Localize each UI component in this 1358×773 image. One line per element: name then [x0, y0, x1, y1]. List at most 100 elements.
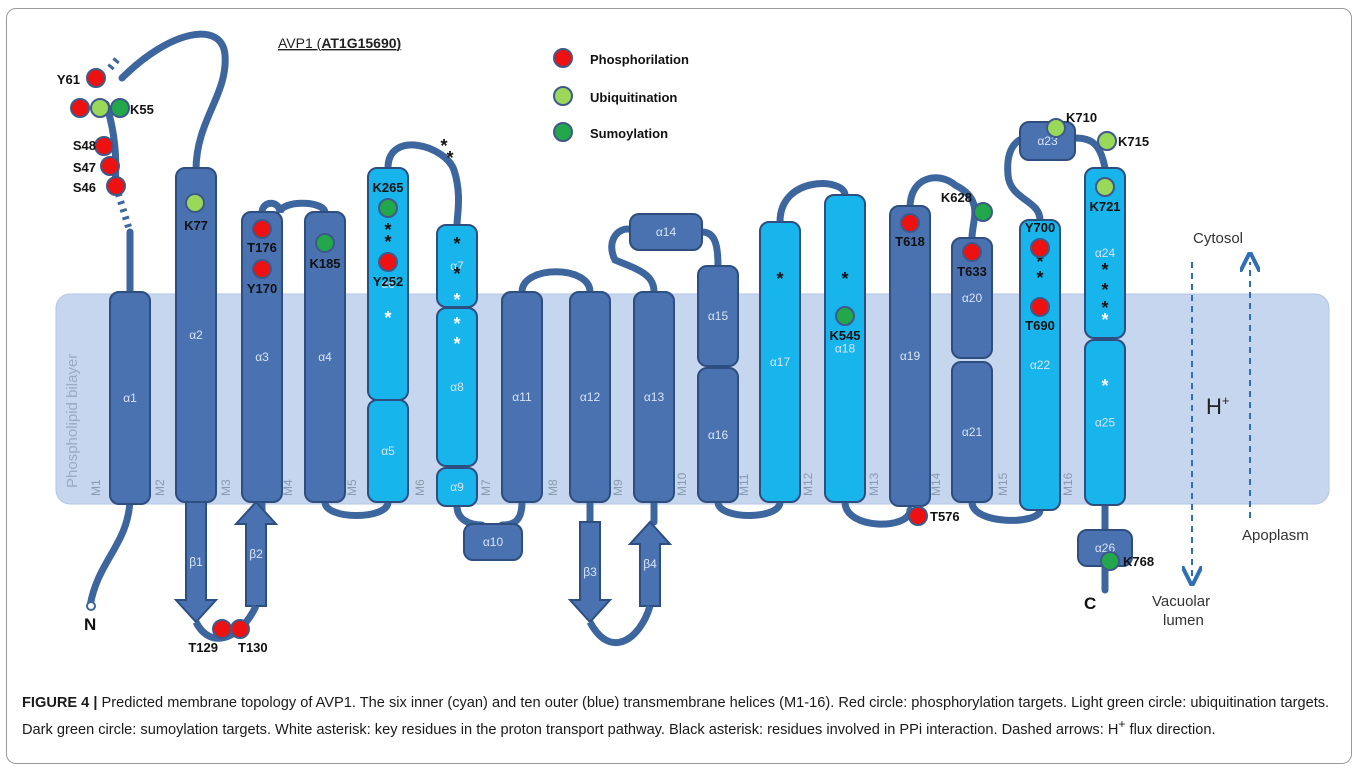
helix-label-15: α15 — [708, 309, 729, 323]
helix-label-14: α14 — [656, 225, 677, 239]
tm-label-4: M4 — [281, 479, 295, 496]
helix-label-5: α5 — [381, 444, 395, 458]
asterisk-15: * — [1036, 268, 1043, 288]
helix-label-17: α17 — [770, 355, 791, 369]
residue-label-t130: T130 — [238, 640, 268, 655]
helix-label-24: α24 — [1095, 246, 1116, 260]
tm-label-6: M6 — [413, 479, 427, 496]
residue-label-y61: Y61 — [57, 72, 80, 87]
helix-label-18: α18 — [835, 342, 856, 356]
helix-label-13: α13 — [644, 390, 665, 404]
helix-label-25: α25 — [1095, 416, 1116, 430]
asterisk-14: * — [1036, 252, 1043, 272]
residue-label-y170: Y170 — [247, 281, 277, 296]
residue-label-s47: S47 — [73, 160, 96, 175]
residue-dot-1 — [86, 68, 106, 88]
proton-label: H+ — [1206, 393, 1229, 419]
helix-label-23: α23 — [1037, 134, 1058, 148]
lumen-label: lumen — [1163, 612, 1204, 629]
residue-dot-12 — [378, 198, 398, 218]
helix-21 — [951, 361, 993, 503]
tm-label-14: M14 — [929, 472, 943, 496]
legend-sumoylation-label: Sumoylation — [590, 126, 668, 141]
residue-dot-14 — [212, 619, 232, 639]
asterisk-7: * — [453, 290, 460, 310]
asterisk-20: * — [1101, 376, 1108, 396]
helix-label-10: α10 — [483, 535, 504, 549]
helix-13 — [633, 291, 675, 503]
residue-dot-26 — [835, 306, 855, 326]
caption-text-end: flux direction. — [1125, 721, 1216, 738]
apoplasm-label: Apoplasm — [1242, 527, 1309, 544]
beta-strand-1 — [173, 501, 219, 624]
protein-title: AVP1 (AT1G15690) — [278, 35, 401, 51]
tm-label-9: M9 — [611, 479, 625, 496]
residue-dot-16 — [973, 202, 993, 222]
residue-label-t633: T633 — [957, 264, 987, 279]
residue-dot-18 — [962, 242, 982, 262]
helix-label-1: α1 — [123, 391, 137, 405]
residue-dot-11 — [315, 233, 335, 253]
asterisk-5: * — [453, 234, 460, 254]
residue-label-k185: K185 — [309, 256, 340, 271]
tm-label-3: M3 — [219, 479, 233, 496]
residue-label-k545: K545 — [829, 328, 860, 343]
tm-label-7: M7 — [479, 479, 493, 496]
residue-label-t618: T618 — [895, 234, 925, 249]
residue-dot-20 — [1030, 238, 1050, 258]
residue-label-s48: S48 — [73, 138, 96, 153]
helix-label-8: α8 — [450, 380, 464, 394]
asterisk-16: * — [1101, 260, 1108, 280]
asterisk-6: * — [453, 264, 460, 284]
caption-superscript: + — [1118, 717, 1126, 731]
n-term-cap — [86, 601, 96, 611]
helix-19 — [889, 205, 931, 507]
residue-dot-9 — [252, 219, 272, 239]
helix-16 — [697, 367, 739, 503]
asterisk-4: * — [384, 308, 391, 328]
residue-label-k721: K721 — [1089, 199, 1120, 214]
strand-label-2: β2 — [249, 547, 263, 561]
legend-phosphorylation-label: Phosphorilation — [590, 52, 689, 67]
residue-dot-3 — [90, 98, 110, 118]
helix-label-21: α21 — [962, 425, 983, 439]
asterisk-2: * — [384, 220, 391, 240]
beta-strands: β1 β2 β3 β4 — [173, 500, 673, 647]
residue-label-t690: T690 — [1025, 318, 1055, 333]
helix-label-2: α2 — [189, 328, 203, 342]
asterisk-19: * — [1101, 310, 1108, 330]
helix-label-22: α22 — [1030, 358, 1051, 372]
asterisk-11: * — [446, 148, 453, 168]
residue-sites: Y61 K55 S48 S47 S46 K77 T176 Y170 K185 K265 Y252 T1… — [57, 68, 1154, 655]
residue-label-y252: Y252 — [373, 274, 403, 289]
residue-label-t576: T576 — [930, 509, 960, 524]
residue-dot-6 — [100, 156, 120, 176]
legend: Phosphorilation Ubiquitination Sumoylati… — [553, 48, 689, 142]
residue-dot-17 — [900, 213, 920, 233]
strand-label-1: β1 — [189, 555, 203, 569]
n-term-dots-2 — [107, 53, 123, 71]
residue-dot-7 — [106, 176, 126, 196]
tm-label-1: M1 — [89, 479, 103, 496]
helix-label-4: α4 — [318, 350, 332, 364]
legend-ubiquitination-dot — [553, 86, 573, 106]
helix-10 — [463, 523, 523, 561]
helix-4 — [304, 211, 346, 503]
tm-label-12: M12 — [801, 472, 815, 496]
residue-dot-22 — [1046, 118, 1066, 138]
legend-sumoylation-dot — [553, 122, 573, 142]
tm-label-2: M2 — [153, 479, 167, 496]
helix-8 — [436, 307, 478, 467]
helix-label-3: α3 — [255, 350, 269, 364]
cytosol-label: Cytosol — [1193, 230, 1243, 247]
helix-11 — [501, 291, 543, 503]
topology-diagram: Phospholipid bilayer α1 α2 α3 α4 α5 α6 α7 α8 α9 α… — [55, 30, 1330, 655]
asterisk-18: * — [1101, 298, 1108, 318]
residue-label-k628: K628 — [941, 190, 972, 205]
residue-label-s46: S46 — [73, 180, 96, 195]
residue-dot-21 — [1030, 297, 1050, 317]
tm-label-8: M8 — [546, 479, 560, 496]
residue-label-k77: K77 — [184, 218, 208, 233]
beta-strand-4 — [627, 520, 673, 607]
helix-9 — [436, 467, 478, 507]
